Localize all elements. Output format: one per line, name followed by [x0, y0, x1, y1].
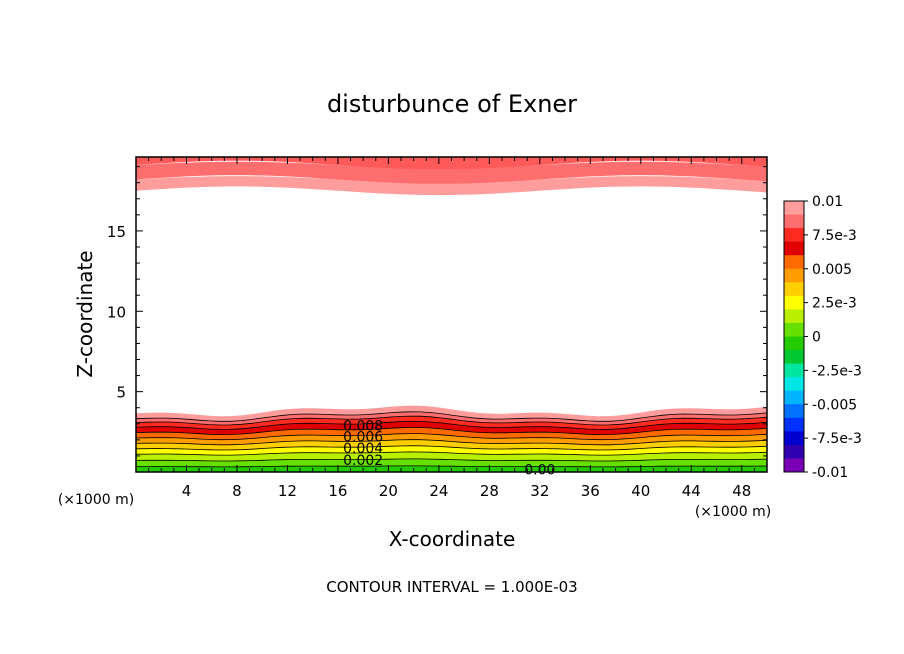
contour-band: [136, 451, 767, 461]
colorbar-swatch: [784, 458, 804, 473]
contour-label: 0.008: [343, 418, 383, 434]
colorbar-label: -7.5e-3: [812, 431, 862, 447]
contour-line: [135, 415, 768, 426]
contour-label: 0.00: [524, 463, 555, 479]
contour-band: [136, 157, 767, 170]
x-unit-label-left: (×1000 m): [58, 492, 134, 508]
colorbar-swatch: [784, 377, 804, 392]
x-tick-label: 44: [682, 482, 701, 500]
colorbar-swatch: [784, 322, 804, 337]
contour-line: [135, 451, 768, 456]
colorbar-label: -2.5e-3: [812, 363, 862, 379]
colorbar-swatch: [784, 295, 804, 310]
x-tick-label: 4: [182, 482, 192, 500]
colorbar-swatch: [784, 444, 804, 459]
colorbar-label: -0.005: [812, 397, 857, 413]
colorbar-label: -0.01: [812, 465, 848, 481]
colorbar-swatch: [784, 214, 804, 229]
colorbar-labels: 0.01 7.5e-3 0.005 2.5e-3 0 -2.5e-3 -0.005 -7.5e…: [804, 194, 862, 481]
contour-line: [135, 427, 768, 436]
contour-band: [136, 416, 767, 430]
colorbar-swatch: [784, 390, 804, 405]
x-tick-label: 16: [328, 482, 347, 500]
contour-band: [136, 161, 767, 184]
contour-line: [135, 445, 768, 451]
colorbar-label: 0.01: [812, 194, 843, 210]
colorbar-swatch: [784, 363, 804, 378]
contour-band: [136, 427, 767, 440]
x-tick-label: 40: [631, 482, 650, 500]
colorbar-label: 2.5e-3: [812, 296, 857, 312]
x-tick-label: 48: [732, 482, 751, 500]
contour-line: [135, 421, 768, 430]
contour-line: [135, 439, 768, 446]
x-axis-label: X-coordinate: [389, 527, 516, 551]
x-tick-label: 36: [581, 482, 600, 500]
colorbar-label: 0: [812, 330, 821, 346]
contour-label: 0.002: [343, 453, 383, 469]
x-tick-label: 12: [278, 482, 297, 500]
colorbar-swatch: [784, 309, 804, 324]
colorbar-swatch: [784, 255, 804, 270]
colorbar-swatch: [784, 350, 804, 364]
y-tick-label: 10: [107, 303, 126, 321]
colorbar-swatch: [784, 431, 804, 446]
contour-interval-note: CONTOUR INTERVAL = 1.000E-03: [326, 578, 577, 596]
contour-lines: [135, 411, 768, 468]
y-axis-label: Z-coordinate: [73, 250, 97, 377]
contour-band: [136, 411, 767, 425]
contour-line: [135, 433, 768, 441]
colorbar-swatch: [784, 228, 804, 243]
x-tick-labels: 4 8 12 16 20 24 28 32 36 40 44 48: [182, 482, 752, 500]
colorbar-swatch: [784, 282, 804, 297]
y-tick-label: 15: [107, 223, 126, 241]
colorbar-swatch: [784, 201, 804, 215]
x-tick-label: 8: [232, 482, 242, 500]
contour-line: [135, 458, 768, 462]
x-unit-label-right: (×1000 m): [695, 504, 771, 520]
contour-band: [136, 439, 767, 450]
x-tick-label: 32: [530, 482, 549, 500]
contour-line: [135, 411, 768, 422]
contour-label: 0.006: [343, 430, 383, 446]
colorbar: [783, 200, 805, 473]
contour-label: 0.004: [343, 441, 383, 457]
chart-title: disturbunce of Exner: [327, 90, 577, 118]
colorbar-swatch: [784, 336, 804, 351]
colorbar-label: 0.005: [812, 262, 852, 278]
x-tick-label: 20: [379, 482, 398, 500]
colorbar-swatch: [784, 268, 804, 283]
colorbar-swatch: [784, 417, 804, 432]
y-tick-labels: 5 10 15: [107, 223, 126, 402]
colorbar-swatch: [784, 404, 804, 419]
contour-band: [136, 176, 767, 196]
axis-ticks: [136, 157, 767, 472]
contour-band: [136, 433, 767, 445]
colorbar-swatch: [784, 241, 804, 256]
x-tick-label: 28: [480, 482, 499, 500]
x-tick-label: 24: [429, 482, 448, 500]
contour-band: [136, 421, 767, 435]
contour-band: [136, 458, 767, 467]
contour-band: [136, 405, 767, 422]
colorbar-label: 7.5e-3: [812, 228, 857, 244]
y-tick-label: 5: [116, 384, 126, 402]
contour-line: [136, 465, 768, 468]
